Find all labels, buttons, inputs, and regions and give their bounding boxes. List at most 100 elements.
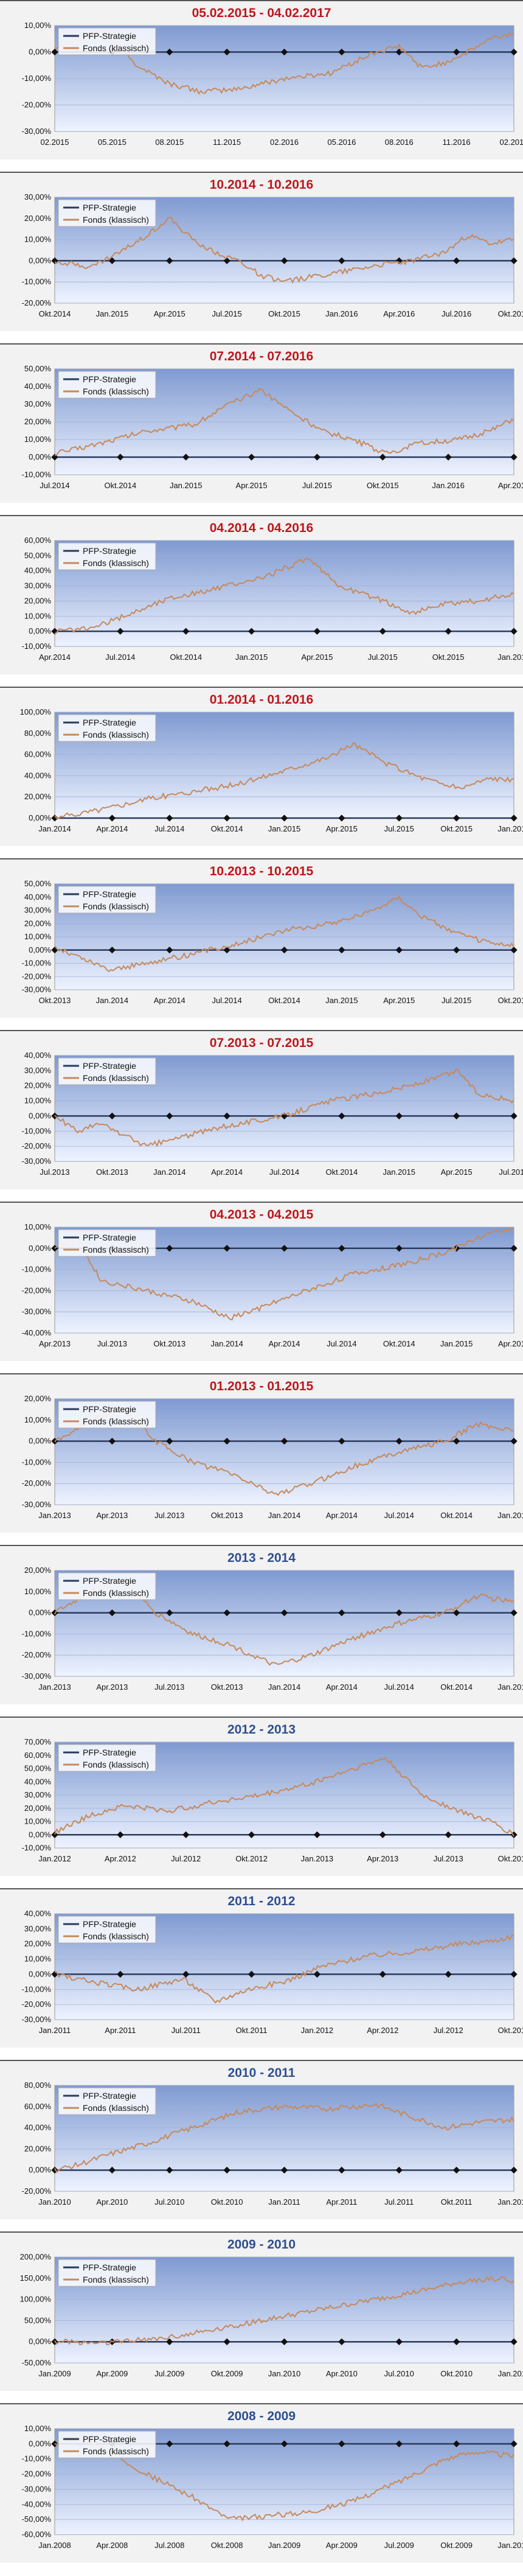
y-tick-label: 40,00% xyxy=(24,892,52,901)
chart-panel: 05.02.2015 - 04.02.2017 10,00% 0,00% -10,00… xyxy=(0,0,523,159)
x-tick-label: Apr.2015 xyxy=(236,481,268,490)
legend-strategy-label: PFP-Strategie xyxy=(83,889,136,899)
x-tick-label: Okt.2014 xyxy=(440,1682,473,1692)
y-tick-label: -20,00% xyxy=(22,298,52,307)
chart-panel: 2013 - 2014 20,00% 10,00% 0,00% -10,00% -20,0… xyxy=(0,1545,523,1704)
legend xyxy=(58,2259,156,2287)
fund-line xyxy=(54,2275,514,2346)
y-tick-label: -10,00% xyxy=(22,1457,52,1466)
strategy-marker xyxy=(108,2166,116,2174)
legend-strategy-label: PFP-Strategie xyxy=(83,546,136,556)
x-tick-label: Jul.2010 xyxy=(384,2369,414,2378)
x-tick-label: Okt.2013 xyxy=(211,1682,243,1692)
line-chart: 200,00% 150,00% 100,00% 50,00% 0,00% -50,00% J… xyxy=(20,2253,523,2378)
x-tick-label: Jan.2008 xyxy=(38,2541,71,2550)
legend-strategy-label: PFP-Strategie xyxy=(83,718,136,727)
legend-strategy-label: PFP-Strategie xyxy=(83,1061,136,1071)
x-tick-label: Jan.2015 xyxy=(235,653,268,662)
y-tick-label: 0,00% xyxy=(29,626,51,635)
legend-strategy-label: PFP-Strategie xyxy=(83,2263,136,2272)
y-tick-label: 30,00% xyxy=(24,399,52,408)
strategy-marker xyxy=(280,814,288,822)
strategy-marker xyxy=(452,2166,460,2174)
y-tick-label: -10,00% xyxy=(22,1265,52,1274)
x-tick-label: Okt.2014 xyxy=(383,1339,415,1348)
legend-fund-label: Fonds (klassisch) xyxy=(83,558,149,568)
chart-title: 2009 - 2010 xyxy=(227,2238,296,2252)
x-tick-label: Jan.2011 xyxy=(39,2026,71,2035)
y-tick-label: 50,00% xyxy=(24,365,52,373)
chart-panel: 04.2013 - 04.2015 10,00% 0,00% -10,00% -20,0… xyxy=(0,1202,523,1361)
x-tick-label: Apr.2011 xyxy=(326,2197,357,2207)
legend-fund-label: Fonds (klassisch) xyxy=(83,1760,149,1769)
x-tick-label: Jul.2009 xyxy=(384,2541,414,2550)
y-tick-label: -30,00% xyxy=(22,1500,52,1509)
line-chart: 60,00% 50,00% 40,00% 30,00% 20,00% 10,00% 0,00… xyxy=(22,537,523,662)
strategy-marker xyxy=(452,947,460,954)
legend-fund-label: Fonds (klassisch) xyxy=(83,387,149,396)
legend-fund-label: Fonds (klassisch) xyxy=(83,2275,149,2284)
y-tick-label: -30,00% xyxy=(22,1157,52,1166)
legend-fund-label: Fonds (klassisch) xyxy=(83,901,149,911)
y-tick-label: 20,00% xyxy=(24,919,52,928)
chart-panel: 2008 - 2009 10,00% 0,00% -10,00% -20,00% -30,… xyxy=(0,2403,523,2563)
y-tick-label: 60,00% xyxy=(24,750,52,759)
x-tick-label: Apr.2013 xyxy=(96,1511,128,1520)
chart-panel: 04.2014 - 04.2016 60,00% 50,00% 40,00% 30,00… xyxy=(0,515,523,674)
strategy-marker xyxy=(338,947,345,954)
x-tick-label: Okt.2013 xyxy=(498,1854,523,1863)
fund-line xyxy=(54,558,514,635)
x-tick-label: Apr.2015 xyxy=(326,824,358,833)
strategy-marker xyxy=(379,1831,386,1838)
y-tick-label: 0,00% xyxy=(29,813,51,822)
strategy-marker xyxy=(338,2338,345,2345)
y-tick-label: -40,00% xyxy=(22,2499,52,2508)
legend xyxy=(58,1916,156,1944)
y-tick-label: 50,00% xyxy=(24,2315,52,2325)
y-tick-label: 10,00% xyxy=(24,235,52,244)
y-tick-label: 100,00% xyxy=(20,709,52,716)
x-tick-label: Jan.2012 xyxy=(38,1854,71,1863)
x-tick-label: Okt.2009 xyxy=(440,2541,473,2550)
y-tick-label: -20,00% xyxy=(22,1479,52,1488)
x-tick-label: Jan.2014 xyxy=(96,996,129,1005)
y-tick-label: 0,00% xyxy=(29,452,51,461)
y-tick-label: 50,00% xyxy=(24,880,52,888)
y-tick-label: 60,00% xyxy=(24,2102,52,2111)
strategy-marker xyxy=(280,2166,288,2174)
x-tick-label: Okt.2008 xyxy=(211,2541,243,2550)
x-tick-label: Okt.2013 xyxy=(39,996,71,1005)
x-tick-label: Jul.2014 xyxy=(212,996,242,1005)
legend-fund-label: Fonds (klassisch) xyxy=(83,2103,149,2113)
strategy-marker xyxy=(338,2166,345,2174)
y-tick-label: 20,00% xyxy=(24,1939,52,1948)
chart-panel: 2010 - 2011 80,00% 60,00% 40,00% 20,00% 0,00%… xyxy=(0,2060,523,2219)
y-tick-label: -10,00% xyxy=(22,642,52,651)
x-tick-label: Jul.2012 xyxy=(171,1854,201,1863)
y-tick-label: -10,00% xyxy=(22,1843,52,1852)
y-tick-label: 40,00% xyxy=(24,1777,52,1786)
fund-line xyxy=(54,387,514,457)
strategy-marker xyxy=(395,814,403,822)
y-tick-label: 80,00% xyxy=(24,729,52,738)
x-tick-label: Jul.2013 xyxy=(154,1511,184,1520)
y-tick-label: -10,00% xyxy=(22,2454,52,2463)
y-tick-label: 100,00% xyxy=(20,2295,52,2304)
x-tick-label: Jul.2011 xyxy=(384,2197,414,2207)
y-tick-label: 0,00% xyxy=(29,1244,51,1253)
fund-line xyxy=(54,1068,514,1147)
y-tick-label: 10,00% xyxy=(24,1955,52,1964)
strategy-marker xyxy=(510,2440,518,2448)
y-tick-label: 20,00% xyxy=(24,1081,52,1090)
x-tick-label: Jul.2013 xyxy=(97,1339,127,1348)
x-tick-label: Okt.2015 xyxy=(367,481,399,490)
strategy-marker xyxy=(280,2338,288,2345)
x-tick-label: Jan.2015 xyxy=(96,309,129,318)
y-tick-label: 30,00% xyxy=(24,1066,52,1075)
y-tick-label: 60,00% xyxy=(24,1751,52,1760)
chart-panel: 2011 - 2012 40,00% 30,00% 20,00% 10,00% 0,00%… xyxy=(0,1888,523,2048)
y-tick-label: -10,00% xyxy=(22,277,52,286)
y-tick-label: 40,00% xyxy=(24,1910,52,1918)
y-tick-label: -20,00% xyxy=(22,2000,52,2009)
strategy-marker xyxy=(395,2440,403,2448)
